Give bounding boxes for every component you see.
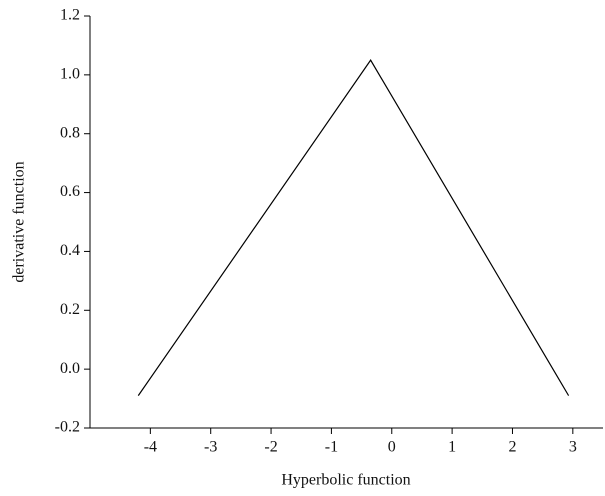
y-tick-label: -0.2 (55, 419, 80, 436)
y-tick-label: 1.2 (60, 7, 80, 24)
x-tick-label: -1 (325, 439, 338, 456)
y-tick-label: 0.0 (60, 360, 80, 377)
x-tick-label: 2 (508, 439, 516, 456)
y-tick-label: 0.8 (60, 124, 80, 141)
y-tick-label: 0.4 (60, 242, 80, 259)
x-tick-label: -2 (264, 439, 277, 456)
x-tick-label: 1 (448, 439, 456, 456)
x-tick-label: 0 (388, 439, 396, 456)
y-tick-label: 1.0 (60, 66, 80, 83)
y-tick-label: 0.6 (60, 183, 80, 200)
x-tick-label: -4 (144, 439, 157, 456)
y-axis-title: derivative function (11, 161, 28, 282)
x-tick-label: 3 (569, 439, 577, 456)
x-tick-label: -3 (204, 439, 217, 456)
y-tick-label: 0.2 (60, 301, 80, 318)
data-line (137, 59, 570, 396)
x-axis-title: Hyperbolic function (281, 472, 410, 489)
